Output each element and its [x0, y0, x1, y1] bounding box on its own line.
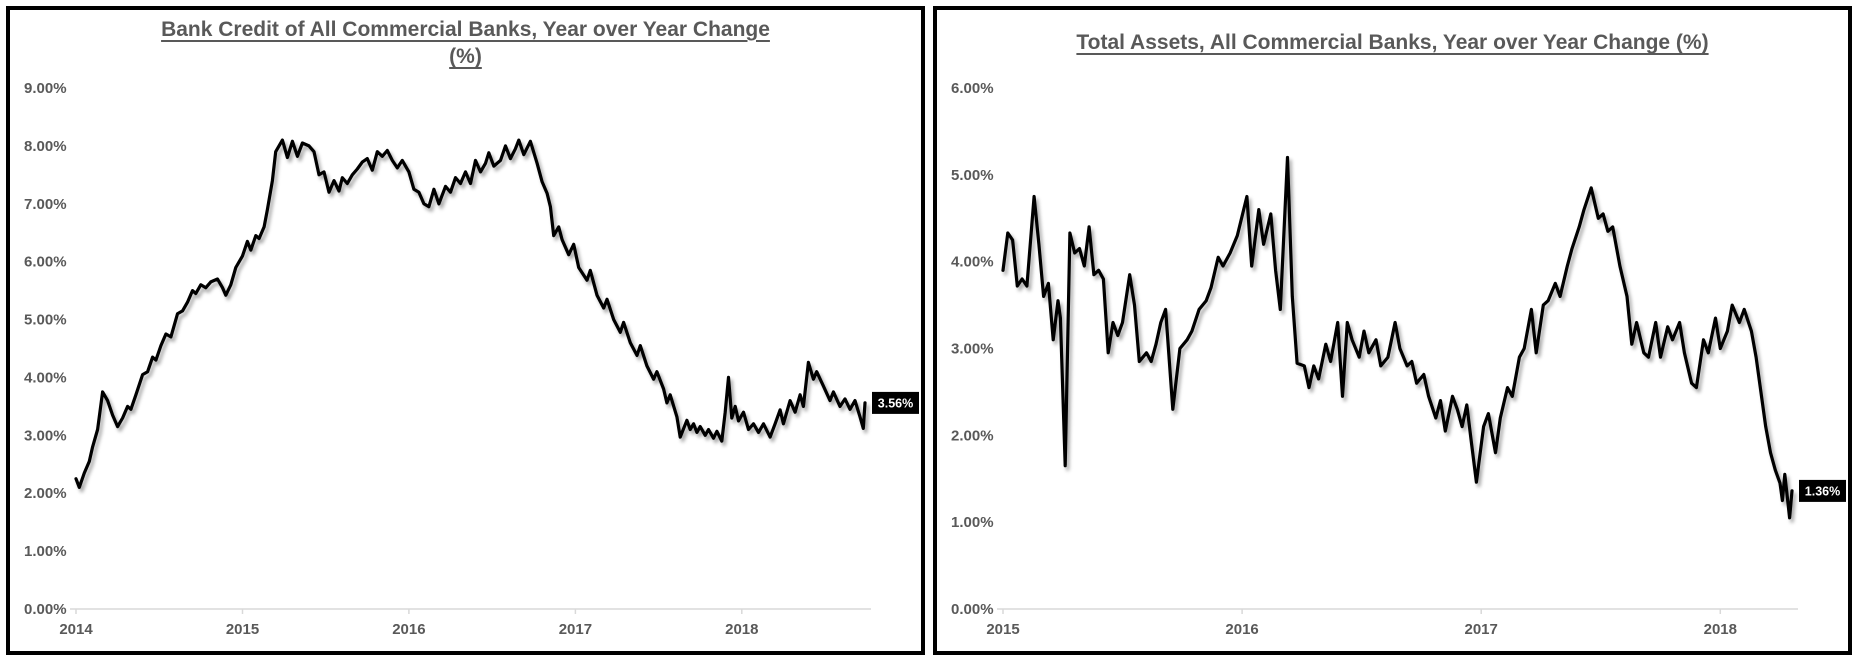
y-axis-label: 2.00% [951, 427, 994, 444]
x-axis-label: 2015 [226, 621, 259, 638]
x-axis-label: 2017 [1465, 621, 1498, 638]
chart-title-line-2: (%) [449, 45, 482, 68]
y-axis-label: 6.00% [951, 80, 994, 97]
bank-credit-chart-svg: 9.00% 8.00% 7.00% 6.00% 5.00% 4.00% 3.00% 2.00%… [24, 80, 919, 638]
end-value-text: 3.56% [878, 396, 913, 410]
chart-card-total-assets: Total Assets, All Commercial Banks, Year… [933, 6, 1852, 655]
chart-title-line-1: Bank Credit of All Commercial Banks, Yea… [161, 17, 770, 41]
x-axis-label: 2015 [986, 621, 1019, 638]
y-axis-label: 7.00% [24, 196, 67, 213]
data-line [1001, 155, 1794, 520]
chart-title-total-assets: Total Assets, All Commercial Banks, Year… [1076, 29, 1708, 56]
chart-title-line-1: Total Assets, All Commercial Banks, Year… [1076, 31, 1709, 55]
chart-card-bank-credit: Bank Credit of All Commercial Banks, Yea… [6, 6, 925, 655]
total-assets-chart-svg: 6.00% 5.00% 4.00% 3.00% 2.00% 1.00% 0.00% 2015 2… [951, 80, 1846, 638]
chart-header-total-assets: Total Assets, All Commercial Banks, Year… [937, 10, 1848, 70]
y-axis-label: 4.00% [951, 254, 994, 271]
x-axis-label: 2017 [559, 621, 592, 638]
data-line [74, 138, 867, 489]
line-chart-bank-credit: 9.00% 8.00% 7.00% 6.00% 5.00% 4.00% 3.00% 2.00%… [10, 70, 921, 651]
y-axis-label: 5.00% [24, 312, 67, 329]
line-chart-total-assets: 6.00% 5.00% 4.00% 3.00% 2.00% 1.00% 0.00% 2015 2… [937, 70, 1848, 651]
y-axis-label: 3.00% [951, 341, 994, 358]
end-value-text: 1.36% [1805, 484, 1840, 498]
x-axis-label: 2016 [1225, 621, 1258, 638]
y-axis-label: 8.00% [24, 138, 67, 155]
x-axis-label: 2018 [725, 621, 758, 638]
y-axis-label: 2.00% [24, 485, 67, 502]
y-axis-label: 4.00% [24, 369, 67, 386]
y-axis-label: 1.00% [951, 514, 994, 531]
y-axis-label: 3.00% [24, 427, 67, 444]
end-value-callout [872, 391, 919, 414]
x-axis-label: 2018 [1704, 621, 1737, 638]
chart-title-bank-credit: Bank Credit of All Commercial Banks, Yea… [161, 16, 770, 71]
y-axis-label: 1.00% [24, 543, 67, 560]
chart-header-bank-credit: Bank Credit of All Commercial Banks, Yea… [10, 10, 921, 70]
y-axis-label: 0.00% [24, 601, 67, 618]
y-axis-label: 5.00% [951, 167, 994, 184]
end-value-callout [1799, 479, 1846, 502]
y-axis-label: 0.00% [951, 601, 994, 618]
y-axis-label: 9.00% [24, 80, 67, 97]
y-axis-label: 6.00% [24, 254, 67, 271]
x-axis-label: 2016 [392, 621, 425, 638]
x-axis-label: 2014 [59, 621, 93, 638]
